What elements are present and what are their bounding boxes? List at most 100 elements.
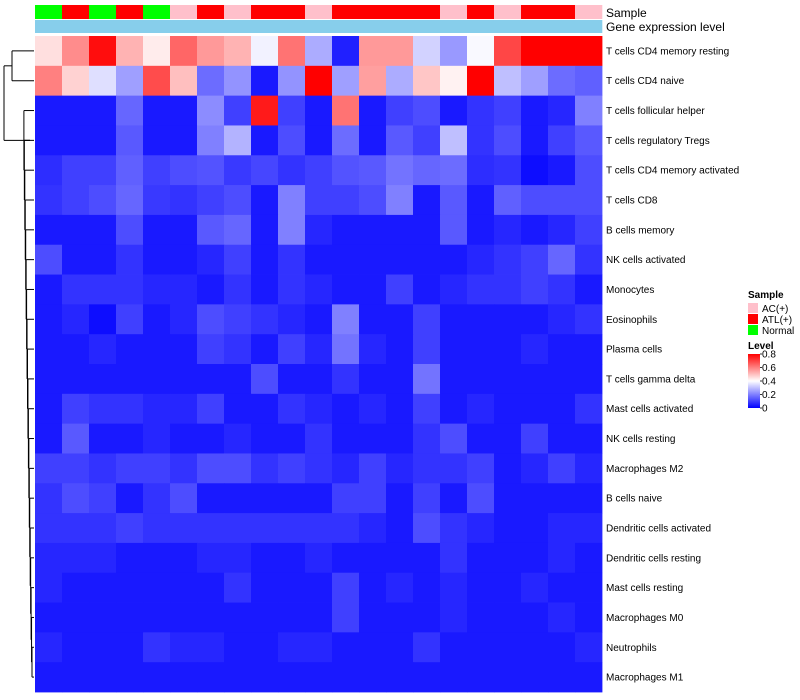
heatmap-cell (467, 185, 495, 216)
legend-swatch-atl (748, 314, 758, 324)
heatmap-cell (548, 65, 576, 97)
heatmap-cell (521, 632, 549, 663)
heatmap-cell (332, 155, 360, 186)
row-label: Dendritic cells activated (606, 524, 711, 535)
annotation-bars (35, 5, 603, 33)
heatmap-cell (413, 453, 441, 484)
heatmap-cell (251, 453, 279, 484)
heatmap-cell (521, 662, 549, 693)
heatmap-cell (116, 393, 144, 425)
heatmap-cell (278, 304, 306, 335)
heatmap-cell (224, 244, 252, 275)
heatmap-cell (413, 334, 441, 365)
heatmap-cell (278, 453, 306, 484)
heatmap-cell (62, 214, 90, 246)
heatmap-cell (440, 155, 468, 186)
heatmap-cell (494, 274, 522, 305)
heatmap-cell (305, 364, 333, 395)
heatmap-cell (197, 274, 225, 305)
row-label: B cells naive (606, 494, 663, 505)
heatmap-cell (305, 572, 333, 603)
heatmap-cell (251, 125, 279, 156)
heatmap-cell (143, 65, 171, 97)
heatmap-cell (548, 304, 576, 335)
heatmap-cell (251, 602, 279, 633)
heatmap-cell (494, 453, 522, 484)
heatmap-cell (278, 274, 306, 305)
heatmap-cell (278, 632, 306, 663)
row-label: Macrophages M0 (606, 613, 684, 624)
heatmap-cell (413, 36, 441, 67)
heatmap-cell (278, 334, 306, 365)
heatmap-cell (35, 423, 63, 454)
heatmap-cell (278, 542, 306, 574)
heatmap-cell (116, 334, 144, 365)
heatmap-cell (89, 214, 117, 246)
heatmap-cell (467, 602, 495, 633)
heatmap-cell (386, 214, 414, 246)
heatmap-cell (521, 304, 549, 335)
heatmap-cell (413, 125, 441, 156)
heatmap-cell (62, 542, 90, 574)
heatmap-cell (521, 36, 549, 67)
heatmap-cell (575, 483, 603, 514)
heatmap-cell (35, 125, 63, 156)
heatmap-cell (467, 632, 495, 663)
heatmap-cell (359, 662, 387, 693)
heatmap-cell (467, 483, 495, 514)
heatmap-cell (251, 274, 279, 305)
heatmap-cell (35, 662, 63, 693)
heatmap-cell (197, 95, 225, 126)
heatmap-cell (413, 214, 441, 246)
heatmap-cell (494, 214, 522, 246)
heatmap-cell (170, 244, 198, 275)
heatmap-cell (386, 155, 414, 186)
sample-annotation-cell (359, 5, 387, 19)
heatmap-cell (332, 513, 360, 544)
heatmap-cell (89, 185, 117, 216)
heatmap-cell (251, 572, 279, 603)
heatmap-cell (35, 244, 63, 275)
heatmap-cell (116, 632, 144, 663)
heatmap-cell (548, 513, 576, 544)
sample-annotation-cell (305, 5, 333, 19)
heatmap-cell (467, 304, 495, 335)
heatmap-cell (224, 572, 252, 603)
heatmap-cell (143, 334, 171, 365)
heatmap-cell (278, 364, 306, 395)
heatmap-cell (251, 36, 279, 67)
sample-annotation-cell (332, 5, 360, 19)
heatmap-cell (305, 632, 333, 663)
heatmap-cell (170, 274, 198, 305)
heatmap-cell (413, 364, 441, 395)
heatmap-cell (548, 602, 576, 633)
gene-expression-annotation-cell (89, 20, 117, 33)
sample-annotation-cell (116, 5, 144, 19)
heatmap-cell (332, 95, 360, 126)
heatmap-cell (305, 125, 333, 156)
heatmap-cell (440, 513, 468, 544)
heatmap-cell (35, 155, 63, 186)
heatmap-cell (251, 214, 279, 246)
heatmap-cell (575, 542, 603, 574)
heatmap-cell (494, 662, 522, 693)
heatmap-cell (116, 304, 144, 335)
heatmap-cell (197, 572, 225, 603)
heatmap-cell (575, 513, 603, 544)
heatmap-cell (62, 304, 90, 335)
heatmap-cell (197, 662, 225, 693)
heatmap-cell (521, 483, 549, 514)
heatmap-cell (440, 662, 468, 693)
heatmap-cell (305, 542, 333, 574)
heatmap-cell (35, 214, 63, 246)
heatmap-cell (170, 423, 198, 454)
heatmap-cell (440, 393, 468, 425)
heatmap-cell (143, 572, 171, 603)
legend-sample-title: Sample (748, 290, 784, 301)
heatmap-cell (170, 95, 198, 126)
sample-annotation-cell (197, 5, 225, 19)
heatmap-cell (494, 155, 522, 186)
heatmap-cell (224, 542, 252, 574)
heatmap-cell (278, 185, 306, 216)
heatmap-cell (62, 244, 90, 275)
